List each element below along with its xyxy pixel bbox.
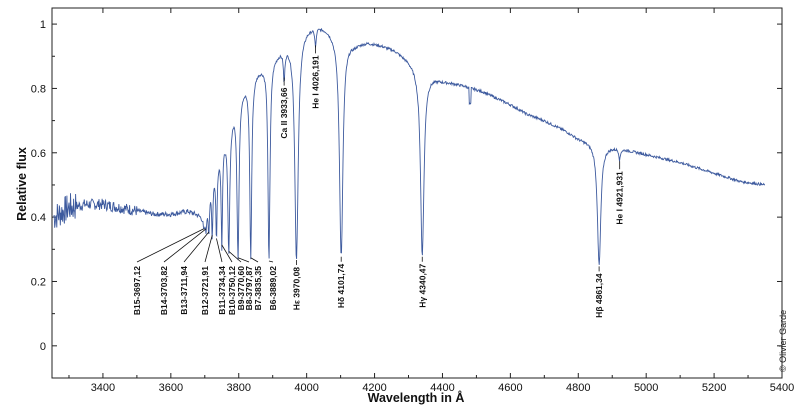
y-tick-label: 0.6: [31, 148, 46, 160]
axes-group: 3400 3600 3800 4000 4200 4400 4600 4800 5000 5200…: [31, 7, 794, 394]
annotation-leader: [250, 257, 259, 263]
spectrum-line: [53, 27, 766, 265]
x-tick-label: 4400: [430, 382, 454, 394]
x-tick-label: 4800: [566, 382, 590, 394]
annotation-label: He I 4026,191: [311, 55, 321, 109]
annotation-label: B12-3721,91: [200, 266, 210, 315]
annotation-label: B6-3889,02: [268, 266, 278, 311]
annotation-label: B13-3711,94: [179, 266, 189, 315]
x-tick-label: 4000: [294, 382, 318, 394]
annotation-label: B9-3770,60: [236, 266, 246, 311]
annotation-leader: [221, 244, 233, 263]
y-tick-label: 0: [40, 341, 46, 353]
annotation-leader: [163, 228, 207, 263]
annotation-label: Hε 3970,08: [291, 267, 301, 311]
y-tick-label: 0.8: [31, 83, 46, 95]
annotation-label: He I 4921,931: [615, 171, 625, 225]
annotation-leader: [268, 260, 274, 263]
annotation-label: Hδ 4101,74: [336, 263, 346, 308]
x-tick-label: 5000: [634, 382, 658, 394]
x-axis-label: Wavelength in Å: [368, 390, 465, 405]
annotation-leader: [228, 251, 242, 263]
x-tick-label: 5200: [702, 382, 726, 394]
x-tick-label: 3400: [91, 382, 115, 394]
annotation-leader: [183, 231, 210, 263]
y-axis-label: Relative flux: [15, 147, 29, 221]
annotation-label: B10-3750,12: [227, 266, 237, 315]
x-tick-label: 3600: [159, 382, 183, 394]
y-tick-label: 1: [40, 19, 46, 31]
x-tick-label: 4200: [362, 382, 386, 394]
annotation-label: B7-3835,35: [253, 266, 263, 311]
annotation-leader: [136, 228, 204, 263]
line-annotations: B15-3697,12 B14-3703,82 B13-3711,94 B12-372…: [132, 45, 625, 318]
annotation-label: B14-3703,82: [159, 266, 169, 315]
annotation-label: B8-3797,87: [244, 266, 254, 311]
annotation-label: B15-3697,12: [132, 266, 142, 315]
annotation-leader: [216, 238, 223, 263]
plot-frame: [51, 7, 783, 379]
annotation-label: Hγ 4340,47: [417, 263, 427, 307]
x-tick-label: 4600: [498, 382, 522, 394]
x-tick-label: 5400: [770, 382, 794, 394]
annotation-label: Hβ 4861,34: [594, 273, 604, 318]
y-tick-label: 0.4: [31, 212, 46, 224]
annotation-label: B11-3734,34: [217, 266, 227, 315]
annotation-leader: [204, 235, 213, 263]
x-tick-label: 3800: [227, 382, 251, 394]
credit-text: © Olivier Garde: [778, 310, 788, 372]
annotation-leader: [237, 257, 250, 263]
spectrum-series: [53, 27, 766, 265]
annotation-label: Ca II 3933,66: [279, 87, 289, 138]
y-tick-label: 0.2: [31, 276, 46, 288]
